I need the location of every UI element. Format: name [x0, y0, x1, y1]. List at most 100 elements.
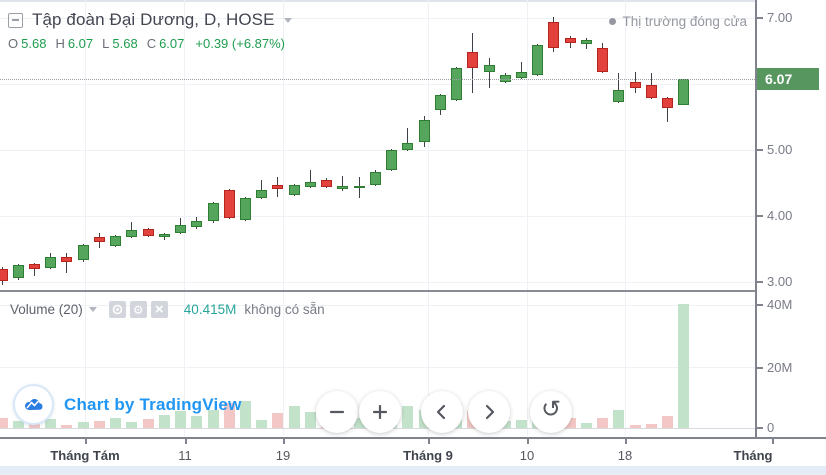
volume-bar: [12, 420, 24, 428]
volume-bar: [597, 417, 609, 428]
volume-bar: [77, 421, 89, 428]
candle-wick: [131, 221, 133, 238]
time-axis[interactable]: Tháng Tám 11 19 Tháng 9 10 18 Tháng: [0, 437, 826, 467]
candle: [467, 52, 479, 69]
pane-separator[interactable]: [0, 290, 826, 292]
axis-tick: [772, 439, 774, 444]
price-axis-label: 20M: [767, 360, 793, 375]
volume-indicator-label[interactable]: Volume (20): [10, 302, 83, 317]
minus-square-icon: [12, 19, 19, 21]
candle: [662, 97, 674, 108]
collapse-legend-button[interactable]: [8, 12, 23, 28]
gridline: [283, 292, 284, 436]
status-dot-icon: [608, 18, 616, 25]
minus-icon: [329, 410, 345, 414]
gridline: [184, 0, 185, 291]
candle-wick: [407, 128, 409, 152]
chevron-down-icon[interactable]: [283, 17, 292, 23]
high-label: H: [55, 36, 65, 51]
candle-wick: [618, 72, 620, 104]
market-status-text: Thị trường đóng cửa: [622, 14, 748, 29]
candle: [0, 268, 8, 281]
candle: [516, 72, 528, 79]
candle: [142, 229, 154, 236]
open-label: O: [8, 36, 19, 51]
candle: [451, 68, 463, 100]
candle: [418, 120, 430, 143]
candle: [402, 142, 414, 150]
candle: [288, 184, 300, 195]
axis-tick: [283, 439, 285, 444]
legend-header: Tập đoàn Đại Dương, D, HOSE: [8, 8, 292, 32]
settings-button[interactable]: ⚙: [129, 301, 147, 318]
gridline: [184, 292, 185, 436]
candle-wick: [66, 252, 68, 273]
scroll-right-button[interactable]: [468, 391, 510, 433]
gridline: [0, 84, 755, 85]
axis-tick: [757, 149, 763, 151]
tradingview-logo[interactable]: Chart by TradingView: [13, 384, 242, 425]
candle-wick: [342, 175, 344, 191]
gridline: [283, 0, 284, 291]
time-axis-label: Tháng 9: [403, 448, 453, 463]
legend: Tập đoàn Đại Dương, D, HOSE O 5.68 H 6.07 …: [8, 8, 292, 51]
candle: [126, 229, 138, 238]
gridline: [0, 305, 755, 306]
candle: [580, 39, 592, 44]
cloud-mountain-icon: [24, 398, 42, 410]
reset-chart-button[interactable]: ↺: [530, 391, 572, 433]
chevron-down-icon[interactable]: [88, 307, 97, 312]
volume-bar: [142, 418, 154, 428]
tradingview-logo-text[interactable]: Chart by TradingView: [64, 394, 242, 414]
candle: [110, 235, 122, 246]
axis-tick: [85, 439, 87, 444]
low-label: L: [102, 36, 110, 51]
candle: [191, 221, 203, 228]
volume-bar: [207, 409, 219, 428]
volume-bar: [256, 420, 268, 428]
visibility-toggle-button[interactable]: [108, 301, 126, 318]
candle: [207, 203, 219, 222]
zoom-out-button[interactable]: [316, 391, 358, 433]
axis-tick: [757, 215, 763, 217]
candle: [77, 245, 89, 261]
candle: [272, 184, 284, 189]
candle: [532, 45, 544, 75]
last-price-badge: 6.07: [757, 68, 819, 90]
candle: [93, 237, 105, 242]
axis-tick: [757, 304, 763, 306]
price-axis-label: 4.00: [767, 208, 793, 223]
gear-icon: ⚙: [132, 302, 144, 317]
last-price-line: [0, 79, 755, 80]
gridline: [0, 282, 755, 283]
price-axis[interactable]: 6.07 7.00 5.00 4.00 3.00 40M 20M 0: [755, 0, 826, 437]
scroll-left-button[interactable]: [421, 391, 463, 433]
volume-bar: [61, 424, 73, 428]
candle: [223, 190, 235, 218]
volume-legend: Volume (20) ⚙ × 40.415M không có sẵn: [10, 301, 325, 318]
tradingview-logo-icon: [13, 384, 54, 425]
candle-wick: [261, 179, 263, 200]
symbol-title[interactable]: Tập đoàn Đại Dương, D, HOSE: [32, 10, 275, 29]
candle: [678, 79, 690, 106]
volume-bar: [126, 421, 138, 428]
remove-indicator-button[interactable]: ×: [150, 301, 168, 318]
time-axis-label: Tháng Tám: [50, 448, 120, 463]
candle-wick: [521, 62, 523, 80]
volume-bar: [613, 409, 625, 428]
volume-bar: [516, 420, 528, 428]
volume-bar: [240, 400, 252, 428]
low-value: 5.68: [112, 36, 138, 51]
volume-bar: [110, 417, 122, 428]
reset-icon: ↺: [540, 396, 562, 423]
gridline: [0, 216, 755, 217]
gridline: [428, 0, 429, 291]
zoom-in-button[interactable]: [359, 391, 401, 433]
axis-tick: [527, 439, 529, 444]
volume-bar: [0, 418, 8, 428]
candle-wick: [488, 58, 490, 88]
price-pane[interactable]: Tập đoàn Đại Dương, D, HOSE O 5.68 H 6.07 …: [0, 0, 755, 291]
candle: [548, 21, 560, 48]
gridline: [85, 0, 86, 291]
candle: [386, 150, 398, 170]
